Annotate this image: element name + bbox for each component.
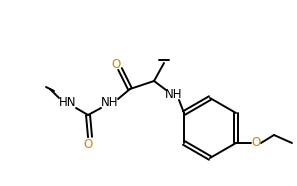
Text: NH: NH bbox=[165, 89, 183, 102]
Text: O: O bbox=[111, 59, 121, 71]
Text: O: O bbox=[83, 137, 93, 150]
Text: NH: NH bbox=[101, 97, 119, 110]
Text: O: O bbox=[251, 137, 260, 150]
Text: HN: HN bbox=[59, 97, 77, 110]
